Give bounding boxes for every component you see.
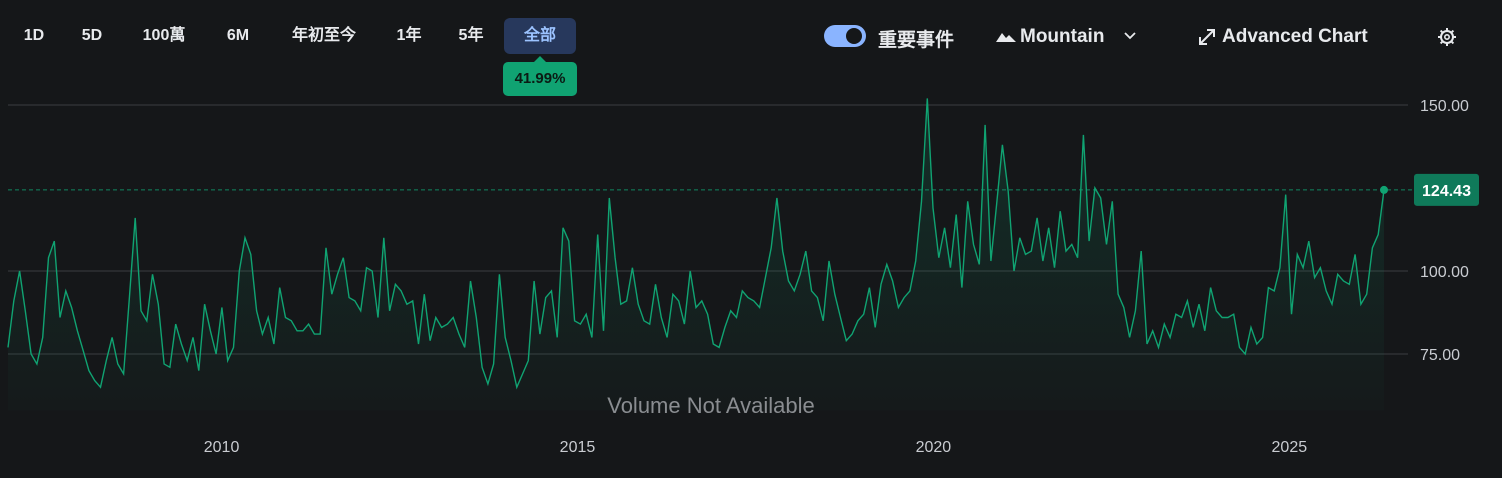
- last-value-label: 124.43: [1422, 183, 1471, 200]
- x-tick-label: 2015: [560, 439, 596, 456]
- price-area-fill: [8, 98, 1384, 411]
- range-ytd-button[interactable]: 年初至今: [291, 27, 356, 44]
- gear-icon[interactable]: [1437, 27, 1457, 47]
- volume-not-available-text: Volume Not Available: [607, 393, 815, 418]
- change-percent-text: 41.99%: [514, 70, 566, 87]
- range-all-button[interactable]: 全部: [504, 18, 576, 54]
- range-1d-button[interactable]: 1D: [23, 27, 45, 44]
- mountain-icon: [996, 33, 1016, 42]
- chart-area-layer: [7, 98, 1385, 411]
- last-value-layer: 124.43: [8, 173, 1479, 206]
- x-tick-label: 2010: [204, 439, 240, 456]
- badge-notch: [534, 56, 546, 62]
- change-percent-badge: 41.99%: [503, 56, 577, 96]
- x-tick-label: 2020: [916, 439, 952, 456]
- last-value-label-box: [1414, 173, 1479, 206]
- chart-toolbar: 1D 5D 100萬 6M 年初至今 1年 5年 全部 41.99% 重要事件 …: [0, 0, 1502, 96]
- range-6m-button[interactable]: 6M: [226, 27, 250, 44]
- y-axis-labels: 150.00 100.00 75.00: [1420, 98, 1469, 364]
- range-5d-button[interactable]: 5D: [81, 27, 103, 44]
- price-line: [7, 98, 1385, 390]
- advanced-chart-button[interactable]: Advanced Chart: [1222, 26, 1368, 47]
- chevron-down-icon[interactable]: [1124, 32, 1136, 40]
- chart-style-dropdown[interactable]: Mountain: [1020, 26, 1105, 47]
- y-tick-label: 100.00: [1420, 264, 1469, 281]
- expand-icon[interactable]: [1198, 28, 1216, 46]
- toggle-knob: [846, 28, 862, 44]
- x-axis-labels: 2010 2015 2020 2025: [204, 439, 1307, 456]
- x-tick-label: 2025: [1272, 439, 1308, 456]
- range-5y-button[interactable]: 5年: [458, 27, 484, 44]
- y-tick-label: 75.00: [1420, 347, 1460, 364]
- last-value-dot: [1380, 185, 1388, 194]
- key-events-label: 重要事件: [878, 30, 955, 51]
- y-tick-label: 150.00: [1420, 98, 1469, 115]
- range-100-button[interactable]: 100萬: [142, 27, 186, 44]
- range-1y-button[interactable]: 1年: [396, 27, 422, 44]
- key-events-toggle[interactable]: [824, 25, 866, 47]
